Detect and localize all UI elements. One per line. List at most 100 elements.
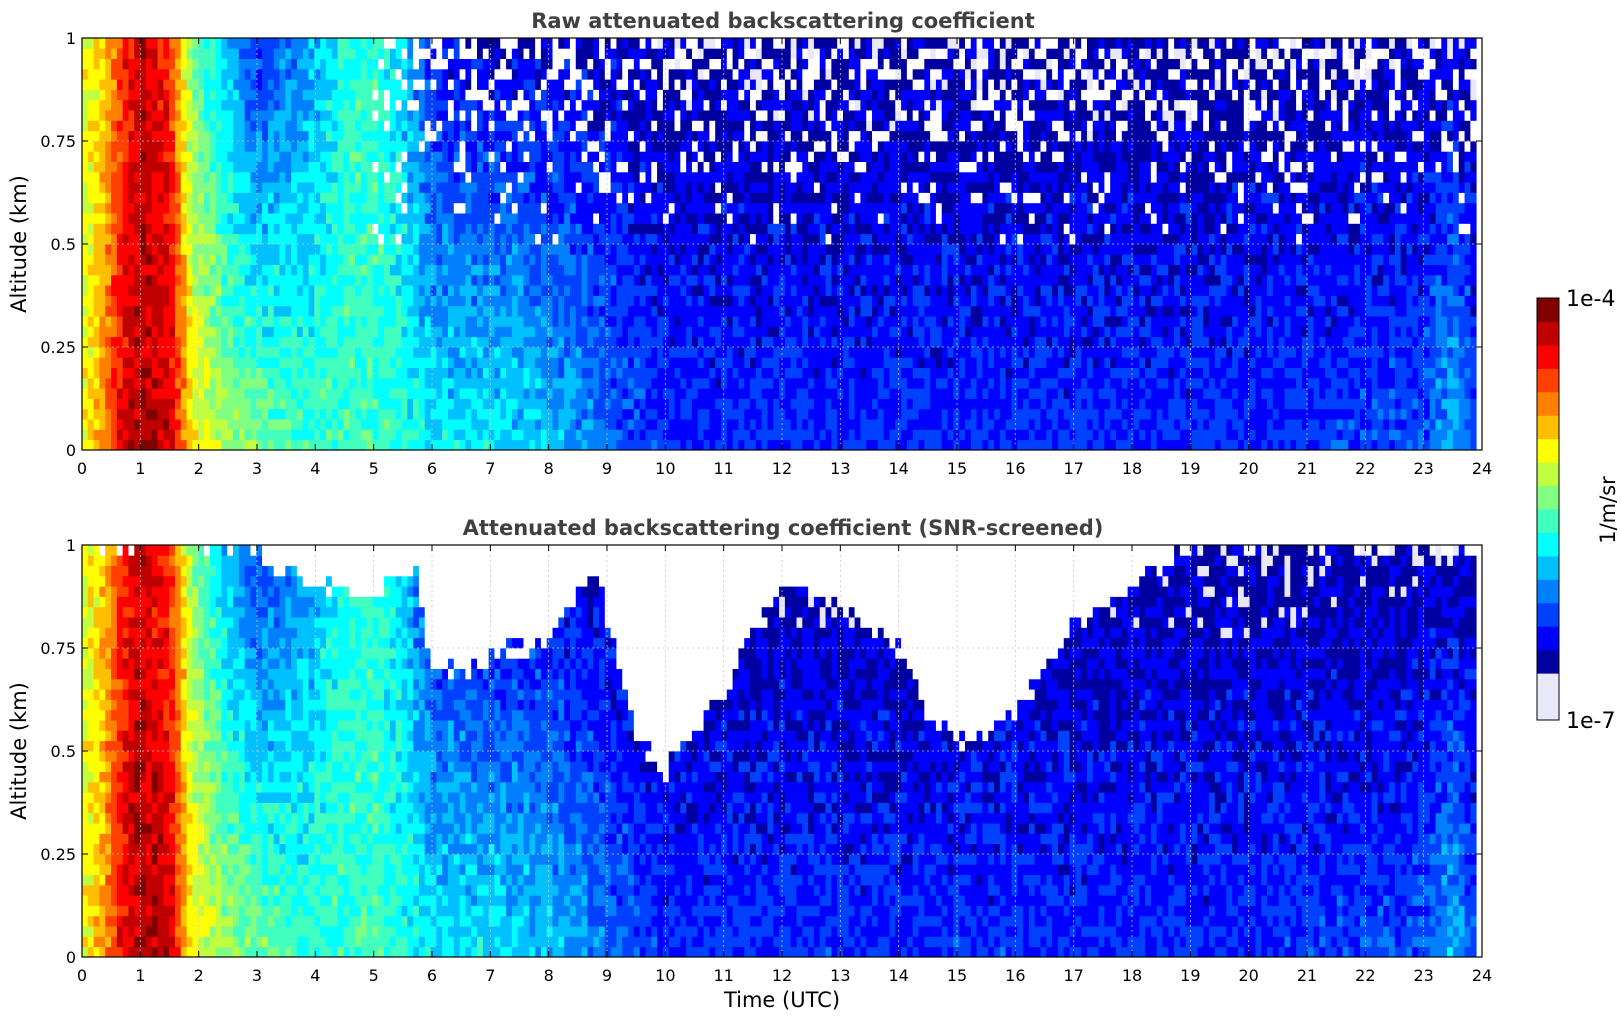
heatmap-cell [355, 58, 362, 70]
heatmap-cell [325, 141, 333, 152]
heatmap-cell [703, 326, 710, 338]
heatmap-cell [302, 285, 309, 296]
heatmap-cell [558, 38, 565, 49]
heatmap-cell [302, 58, 309, 70]
heatmap-cell [256, 68, 263, 80]
heatmap-cell [767, 151, 774, 162]
heatmap-cell [610, 326, 617, 338]
heatmap-cell [418, 264, 426, 276]
heatmap-cell [604, 192, 612, 204]
heatmap-cell [279, 264, 286, 276]
heatmap-cell [732, 151, 739, 162]
heatmap-cell [93, 244, 100, 255]
heatmap-cell [366, 38, 373, 49]
heatmap-cell [233, 89, 240, 101]
heatmap-cell [116, 223, 124, 235]
heatmap-cell [279, 285, 286, 296]
heatmap-cell [145, 439, 153, 451]
heatmap-cell [686, 38, 693, 49]
heatmap-cell [128, 89, 135, 101]
heatmap-cell [732, 388, 739, 399]
heatmap-cell [459, 202, 466, 214]
heatmap-cell [285, 357, 292, 368]
heatmap-cell [424, 79, 431, 90]
heatmap-cell [279, 419, 286, 430]
heatmap-cell [192, 130, 199, 142]
heatmap-cell [558, 295, 565, 307]
heatmap-cell [186, 377, 193, 389]
heatmap-cell [227, 202, 234, 214]
heatmap-cell [645, 110, 652, 121]
heatmap-cell [511, 89, 519, 101]
heatmap-cell [750, 357, 757, 368]
heatmap-cell [180, 120, 187, 132]
heatmap-cell [442, 58, 449, 70]
heatmap-cell [145, 79, 153, 90]
heatmap-cell [291, 388, 298, 399]
heatmap-cell [645, 120, 652, 132]
heatmap-cell [99, 388, 106, 399]
heatmap-cell [645, 264, 652, 276]
heatmap-cell [494, 357, 501, 368]
heatmap-cell [262, 285, 269, 296]
heatmap-cell [447, 233, 455, 245]
heatmap-cell [784, 347, 792, 358]
heatmap-cell [668, 377, 675, 389]
heatmap-cell [122, 171, 129, 183]
heatmap-cell [250, 429, 257, 441]
heatmap-cell [802, 110, 809, 121]
heatmap-cell [628, 68, 635, 80]
heatmap-cell [198, 439, 205, 451]
heatmap-cell [413, 347, 420, 358]
heatmap-cell [436, 388, 443, 399]
heatmap-cell [657, 213, 664, 224]
heatmap-cell [325, 38, 333, 49]
heatmap-cell [99, 120, 106, 132]
heatmap-cell [639, 367, 646, 379]
heatmap-cell [697, 408, 704, 420]
heatmap-cell [302, 274, 309, 286]
heatmap-cell [198, 68, 205, 80]
heatmap-cell [622, 99, 629, 111]
heatmap-cell [384, 388, 391, 399]
heatmap-cell [558, 192, 565, 204]
heatmap-cell [639, 357, 646, 368]
heatmap-cell [93, 367, 100, 379]
heatmap-cell [587, 367, 594, 379]
heatmap-cell [622, 439, 629, 451]
heatmap-cell [790, 223, 797, 235]
heatmap-cell [604, 367, 612, 379]
heatmap-cell [558, 377, 565, 389]
heatmap-cell [540, 223, 548, 235]
heatmap-cell [633, 233, 641, 245]
heatmap-cell [343, 388, 350, 399]
heatmap-cell [151, 213, 158, 224]
heatmap-cell [442, 377, 449, 389]
heatmap-cell [645, 68, 652, 80]
heatmap-cell [581, 367, 588, 379]
heatmap-cell [436, 254, 443, 265]
heatmap-cell [82, 120, 89, 132]
heatmap-cell [506, 110, 513, 121]
heatmap-cell [116, 244, 124, 255]
heatmap-cell [796, 130, 803, 142]
heatmap-cell [157, 336, 164, 348]
heatmap-cell [360, 264, 368, 276]
heatmap-cell [244, 367, 251, 379]
heatmap-cell [674, 233, 681, 245]
heatmap-cell [657, 223, 664, 235]
heatmap-cell [691, 347, 699, 358]
heatmap-cell [395, 213, 402, 224]
heatmap-cell [773, 254, 780, 265]
heatmap-cell [87, 398, 95, 410]
heatmap-cell [285, 408, 292, 420]
heatmap-cell [314, 141, 321, 152]
heatmap-cell [616, 439, 623, 451]
heatmap-cell [697, 110, 704, 121]
heatmap-cell [726, 429, 734, 441]
heatmap-cell [790, 171, 797, 183]
heatmap-cell [308, 408, 315, 420]
heatmap-cell [157, 305, 164, 317]
heatmap-cell [755, 264, 763, 276]
heatmap-cell [471, 38, 478, 49]
